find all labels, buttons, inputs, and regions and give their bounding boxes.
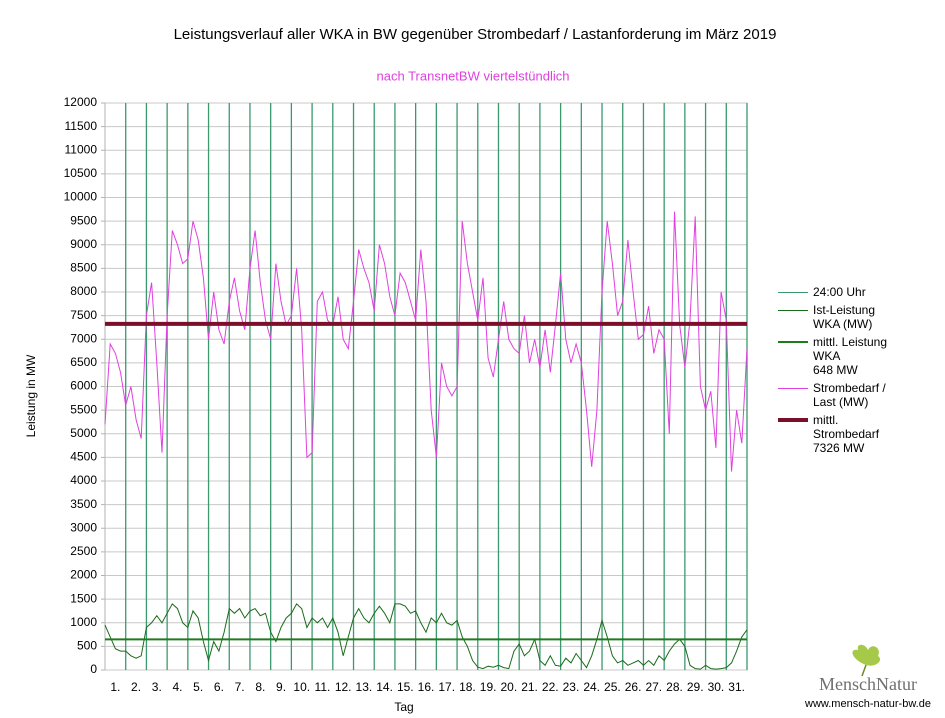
x-tick-label: 29. (687, 680, 704, 694)
x-tick-label: 23. (563, 680, 580, 694)
x-tick-label: 17. (438, 680, 455, 694)
x-tick-label: 20. (500, 680, 517, 694)
legend: 24:00 Uhr Ist-Leistung WKA (MW) mittl. Lei… (778, 285, 900, 459)
x-tick-label: 27. (645, 680, 662, 694)
x-tick-label: 22. (542, 680, 559, 694)
legend-swatch (778, 341, 808, 343)
x-tick-label: 14. (376, 680, 393, 694)
x-tick-label: 3. (152, 680, 162, 694)
x-tick-label: 25. (604, 680, 621, 694)
x-tick-label: 1. (110, 680, 120, 694)
x-tick-label: 2. (131, 680, 141, 694)
y-axis-label: Leistung in MW (24, 354, 38, 437)
y-tick-label: 9000 (70, 237, 97, 251)
x-tick-label: 28. (666, 680, 683, 694)
y-tick-label: 10500 (64, 166, 98, 180)
x-tick-label: 8. (255, 680, 265, 694)
x-axis-label: Tag (394, 700, 413, 714)
x-tick-label: 7. (235, 680, 245, 694)
y-tick-label: 1000 (70, 615, 97, 629)
y-tick-label: 8000 (70, 284, 97, 298)
legend-swatch (778, 387, 808, 389)
y-tick-label: 500 (77, 639, 97, 653)
y-tick-label: 5500 (70, 402, 97, 416)
legend-entry: mittl. Leistung WKA 648 MW (778, 335, 900, 377)
x-tick-label: 21. (521, 680, 538, 694)
legend-label: 24:00 Uhr (813, 285, 866, 299)
y-tick-label: 11000 (65, 142, 98, 156)
x-tick-label: 6. (214, 680, 224, 694)
legend-label: mittl. Strombedarf (813, 413, 880, 441)
logo-leaf (852, 644, 881, 666)
x-tick-label: 24. (583, 680, 600, 694)
x-tick-label: 30. (708, 680, 725, 694)
x-tick-label: 19. (480, 680, 497, 694)
y-tick-label: 2000 (70, 568, 97, 582)
y-tick-label: 7500 (70, 308, 97, 322)
legend-label: mittl. Leistung WKA (813, 335, 888, 363)
y-tick-label: 3000 (70, 520, 97, 534)
legend-entry: mittl. Strombedarf 7326 MW (778, 413, 900, 455)
y-tick-label: 6500 (70, 355, 97, 369)
y-tick-label: 7000 (70, 331, 97, 345)
y-tick-label: 2500 (70, 544, 97, 558)
y-tick-label: 12000 (64, 95, 98, 109)
y-tick-label: 5000 (70, 426, 97, 440)
chart-subtitle: nach TransnetBW viertelstündlich (377, 68, 570, 83)
y-tick-label: 6000 (70, 379, 97, 393)
legend-label: Strombedarf / Last (MW) (813, 381, 886, 409)
logo: MenschNatur www.mensch-natur-bw.de (804, 644, 931, 710)
x-tick-label: 12. (335, 680, 352, 694)
x-tick-label: 16. (418, 680, 435, 694)
x-tick-label: 10. (293, 680, 310, 694)
x-tick-label: 11. (315, 680, 331, 694)
x-tick-label: 18. (459, 680, 476, 694)
y-tick-label: 10000 (64, 190, 98, 204)
y-tick-label: 4500 (70, 450, 97, 464)
legend-swatch (778, 309, 808, 311)
x-tick-label: 15. (397, 680, 414, 694)
x-tick-label: 13. (356, 680, 373, 694)
legend-swatch (778, 418, 808, 422)
x-tick-label: 26. (625, 680, 642, 694)
legend-label: Ist-Leistung WKA (MW) (813, 303, 876, 331)
chart-title: Leistungsverlauf aller WKA in BW gegenüb… (174, 26, 777, 43)
y-tick-label: 1500 (70, 591, 97, 605)
legend-value: 7326 MW (813, 441, 865, 455)
legend-entry: Ist-Leistung WKA (MW) (778, 303, 900, 331)
legend-entry: 24:00 Uhr (778, 285, 900, 299)
y-tick-label: 3500 (70, 497, 97, 511)
y-tick-label: 11500 (65, 119, 98, 133)
logo-brand: MenschNatur (819, 674, 917, 694)
x-tick-label: 31. (728, 680, 745, 694)
legend-entry: Strombedarf / Last (MW) (778, 381, 900, 409)
x-tick-label: 5. (193, 680, 203, 694)
footer-url: www.mensch-natur-bw.de (804, 698, 931, 710)
y-tick-label: 8500 (70, 261, 97, 275)
legend-value: 648 MW (813, 363, 858, 377)
legend-swatch (778, 291, 808, 293)
y-tick-label: 9500 (70, 213, 97, 227)
logo-stem (861, 664, 867, 677)
x-tick-label: 4. (172, 680, 182, 694)
y-tick-label: 4000 (70, 473, 97, 487)
data-line (104, 603, 748, 670)
y-tick-label: 0 (90, 662, 97, 676)
data-line (104, 211, 748, 472)
x-tick-label: 9. (276, 680, 286, 694)
